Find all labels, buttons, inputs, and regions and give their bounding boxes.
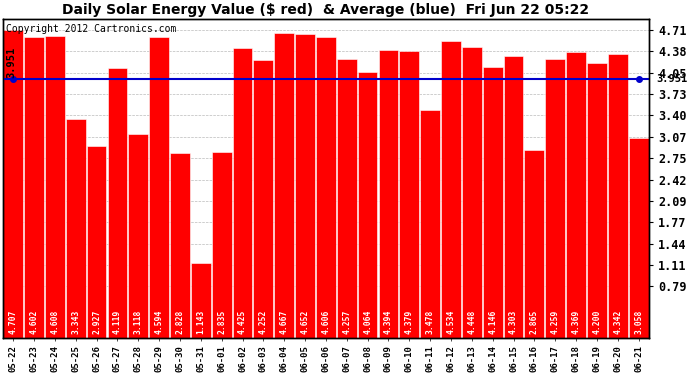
Text: 4.064: 4.064	[363, 310, 372, 334]
Bar	[379, 51, 398, 338]
Bar	[441, 41, 461, 338]
Text: 4.652: 4.652	[301, 310, 310, 334]
Text: 3.951: 3.951	[656, 74, 687, 84]
Bar	[253, 60, 273, 338]
Text: 3.118: 3.118	[134, 310, 143, 334]
Text: 1.143: 1.143	[197, 310, 206, 334]
Title: Daily Solar Energy Value ($ red)  & Average (blue)  Fri Jun 22 05:22: Daily Solar Energy Value ($ red) & Avera…	[62, 3, 589, 17]
Text: 4.303: 4.303	[509, 310, 518, 334]
Text: 4.448: 4.448	[467, 310, 476, 334]
Bar	[170, 153, 190, 338]
Bar	[66, 119, 86, 338]
Bar	[608, 54, 628, 338]
Bar	[566, 52, 586, 338]
Text: 3.478: 3.478	[426, 310, 435, 334]
Bar	[233, 48, 253, 338]
Bar	[212, 152, 232, 338]
Text: 4.342: 4.342	[613, 310, 622, 334]
Bar	[357, 72, 377, 338]
Bar	[420, 110, 440, 338]
Text: 4.200: 4.200	[593, 310, 602, 334]
Text: 4.257: 4.257	[342, 310, 351, 334]
Bar	[24, 37, 44, 338]
Bar	[545, 59, 565, 338]
Text: 4.252: 4.252	[259, 310, 268, 334]
Bar	[629, 138, 649, 338]
Text: 3.058: 3.058	[634, 310, 643, 334]
Text: 4.379: 4.379	[405, 310, 414, 334]
Text: 4.594: 4.594	[155, 310, 164, 334]
Text: 4.707: 4.707	[9, 310, 18, 334]
Bar	[108, 68, 128, 338]
Bar	[149, 38, 169, 338]
Text: 4.667: 4.667	[279, 310, 288, 334]
Text: 3.343: 3.343	[71, 310, 80, 334]
Bar	[400, 51, 420, 338]
Text: 4.119: 4.119	[113, 310, 122, 334]
Bar	[87, 146, 106, 338]
Text: 2.828: 2.828	[175, 310, 184, 334]
Bar	[3, 30, 23, 338]
Bar	[316, 37, 336, 338]
Bar	[295, 34, 315, 338]
Bar	[524, 150, 544, 338]
Bar	[275, 33, 294, 338]
Text: 4.606: 4.606	[322, 310, 331, 334]
Text: 4.608: 4.608	[50, 310, 59, 334]
Text: 2.835: 2.835	[217, 310, 226, 334]
Bar	[587, 63, 607, 338]
Bar	[462, 47, 482, 338]
Bar	[45, 36, 65, 338]
Bar	[483, 67, 502, 338]
Text: 2.865: 2.865	[530, 310, 539, 334]
Text: 4.369: 4.369	[571, 310, 580, 334]
Text: Copyright 2012 Cartronics.com: Copyright 2012 Cartronics.com	[6, 24, 177, 34]
Text: 4.259: 4.259	[551, 310, 560, 334]
Bar	[504, 56, 524, 338]
Text: 4.146: 4.146	[489, 310, 497, 334]
Bar	[337, 59, 357, 338]
Text: 4.602: 4.602	[30, 310, 39, 334]
Text: 2.927: 2.927	[92, 310, 101, 334]
Text: 4.394: 4.394	[384, 310, 393, 334]
Text: 4.425: 4.425	[238, 310, 247, 334]
Text: 3.951: 3.951	[6, 47, 16, 78]
Bar	[191, 263, 210, 338]
Bar	[128, 134, 148, 338]
Text: 4.534: 4.534	[446, 310, 455, 334]
